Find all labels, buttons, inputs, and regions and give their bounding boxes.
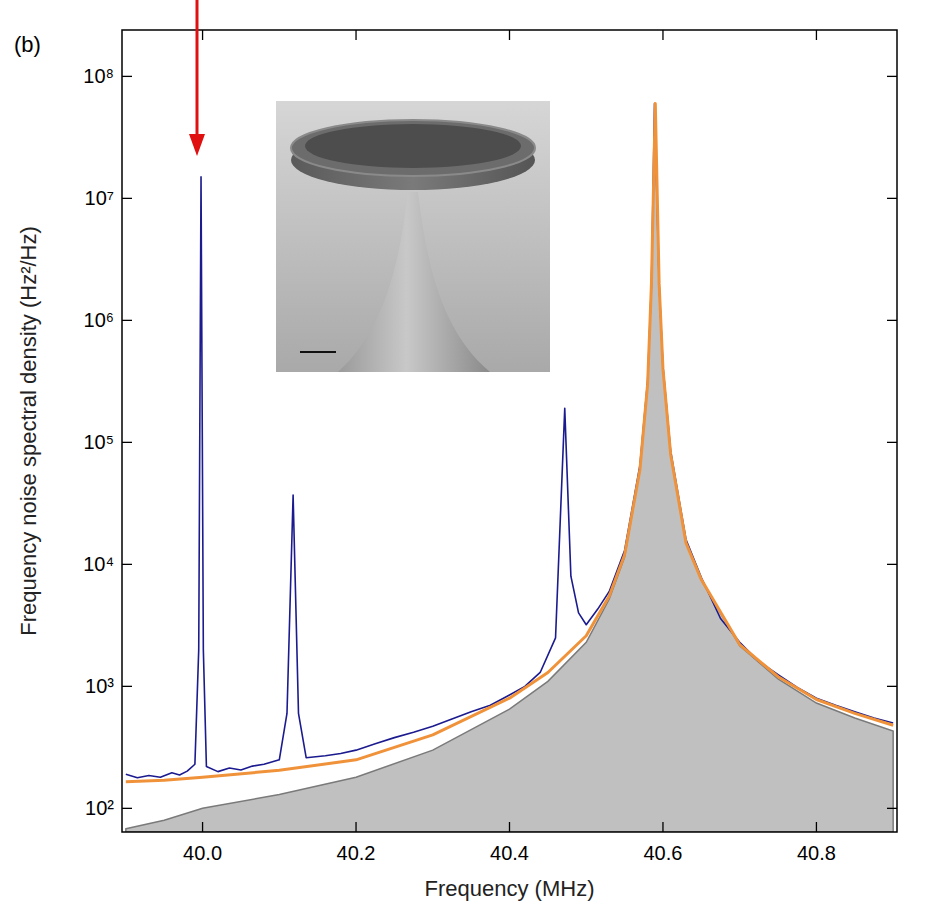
x-tick [662, 822, 663, 832]
y-tick [887, 442, 897, 443]
x-tick [816, 822, 817, 832]
y-tick-label: 10⁶ [84, 309, 114, 331]
y-tick-label: 10³ [85, 675, 114, 697]
panel-label: (b) [14, 32, 41, 57]
chart: 40.0 40.2 40.4 40.6 40.8 10² 10³ 10⁴ 10⁵ 10⁶ 10⁷ 10… [0, 0, 932, 911]
inset-background [276, 101, 550, 372]
x-tick [355, 822, 356, 832]
inset-disc-top [305, 124, 521, 168]
y-tick [122, 198, 132, 199]
y-tick [887, 686, 897, 687]
y-tick-label: 10⁸ [83, 65, 114, 87]
x-tick [816, 30, 817, 40]
y-axis-title: Frequency noise spectral density (Hz²/Hz… [16, 226, 41, 636]
y-tick-label: 10⁵ [83, 431, 114, 453]
y-tick [122, 564, 132, 565]
arrow-head [189, 134, 205, 156]
frame [122, 30, 897, 832]
x-tick [509, 822, 510, 832]
x-tick [509, 30, 510, 40]
y-tick [887, 198, 897, 199]
y-tick [122, 320, 132, 321]
y-tick [122, 686, 132, 687]
inset-image [276, 101, 550, 372]
x-tick [202, 822, 203, 832]
x-tick [662, 30, 663, 40]
inset-pedestal [338, 192, 490, 372]
y-tick-label: 10⁴ [83, 553, 114, 575]
y-tick [122, 808, 132, 809]
y-tick [122, 442, 132, 443]
x-tick [202, 30, 203, 40]
x-tick-label: 40.8 [797, 842, 836, 864]
y-tick-label: 10² [85, 797, 114, 819]
inset-disc-rim [291, 120, 535, 176]
y-tick [887, 76, 897, 77]
y-tick [122, 76, 132, 77]
y-tick-label: 10⁷ [85, 187, 114, 209]
x-tick-label: 40.2 [337, 842, 376, 864]
x-axis-title: Frequency (MHz) [425, 876, 595, 901]
y-tick [887, 808, 897, 809]
inset-scale-bar [300, 351, 336, 353]
y-tick [887, 320, 897, 321]
arrow [196, 0, 199, 140]
x-tick [355, 30, 356, 40]
x-tick-label: 40.0 [183, 842, 222, 864]
x-tick-label: 40.4 [490, 842, 529, 864]
x-tick-label: 40.6 [643, 842, 682, 864]
y-tick [887, 564, 897, 565]
